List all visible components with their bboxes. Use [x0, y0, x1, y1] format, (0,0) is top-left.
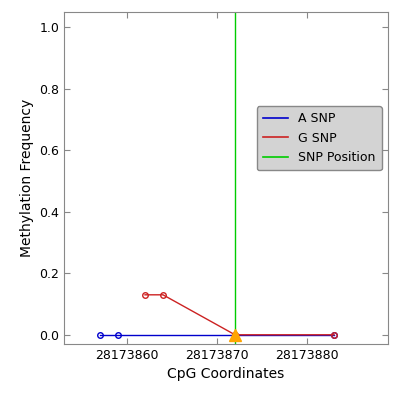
Y-axis label: Methylation Frequency: Methylation Frequency — [20, 99, 34, 257]
Legend: A SNP, G SNP, SNP Position: A SNP, G SNP, SNP Position — [257, 106, 382, 170]
X-axis label: CpG Coordinates: CpG Coordinates — [167, 368, 285, 382]
